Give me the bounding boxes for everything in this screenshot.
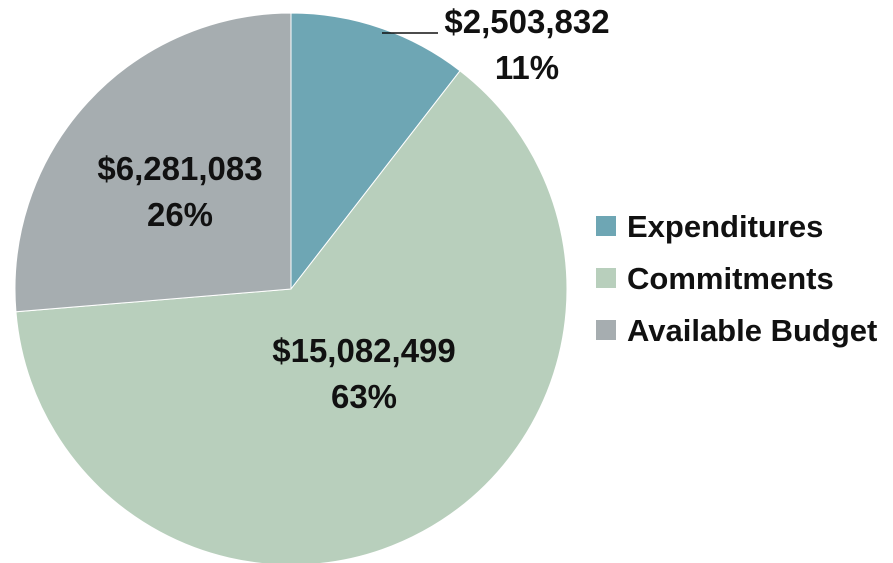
- pie-slice-commitments: [15, 70, 568, 563]
- legend-label-commitments: Commitments: [627, 261, 834, 296]
- legend-label-available-budget: Available Budget: [627, 313, 877, 348]
- value-label-available-budget: $6,281,083: [97, 150, 262, 187]
- legend-swatch-available-budget: [596, 320, 616, 340]
- legend-item-expenditures: Expenditures: [596, 209, 823, 244]
- legend-swatch-commitments: [596, 268, 616, 288]
- legend-swatch-expenditures: [596, 216, 616, 236]
- data-label-available-budget: $6,281,083 26%: [97, 150, 262, 233]
- percent-label-commitments: 63%: [331, 378, 397, 415]
- legend-item-available-budget: Available Budget: [596, 313, 877, 348]
- pie-slices: [14, 12, 568, 563]
- data-label-commitments: $15,082,499 63%: [272, 332, 456, 415]
- value-label-commitments: $15,082,499: [272, 332, 456, 369]
- percent-label-expenditures: 11%: [495, 49, 559, 86]
- percent-label-available-budget: 26%: [147, 196, 213, 233]
- value-label-expenditures: $2,503,832: [444, 3, 609, 40]
- data-label-expenditures: $2,503,832 11%: [444, 3, 609, 86]
- legend: Expenditures Commitments Available Budge…: [596, 209, 877, 348]
- legend-label-expenditures: Expenditures: [627, 209, 823, 244]
- pie-slice-expenditures: [290, 12, 461, 291]
- legend-item-commitments: Commitments: [596, 261, 834, 296]
- pie-slice-available-budget: [14, 12, 292, 313]
